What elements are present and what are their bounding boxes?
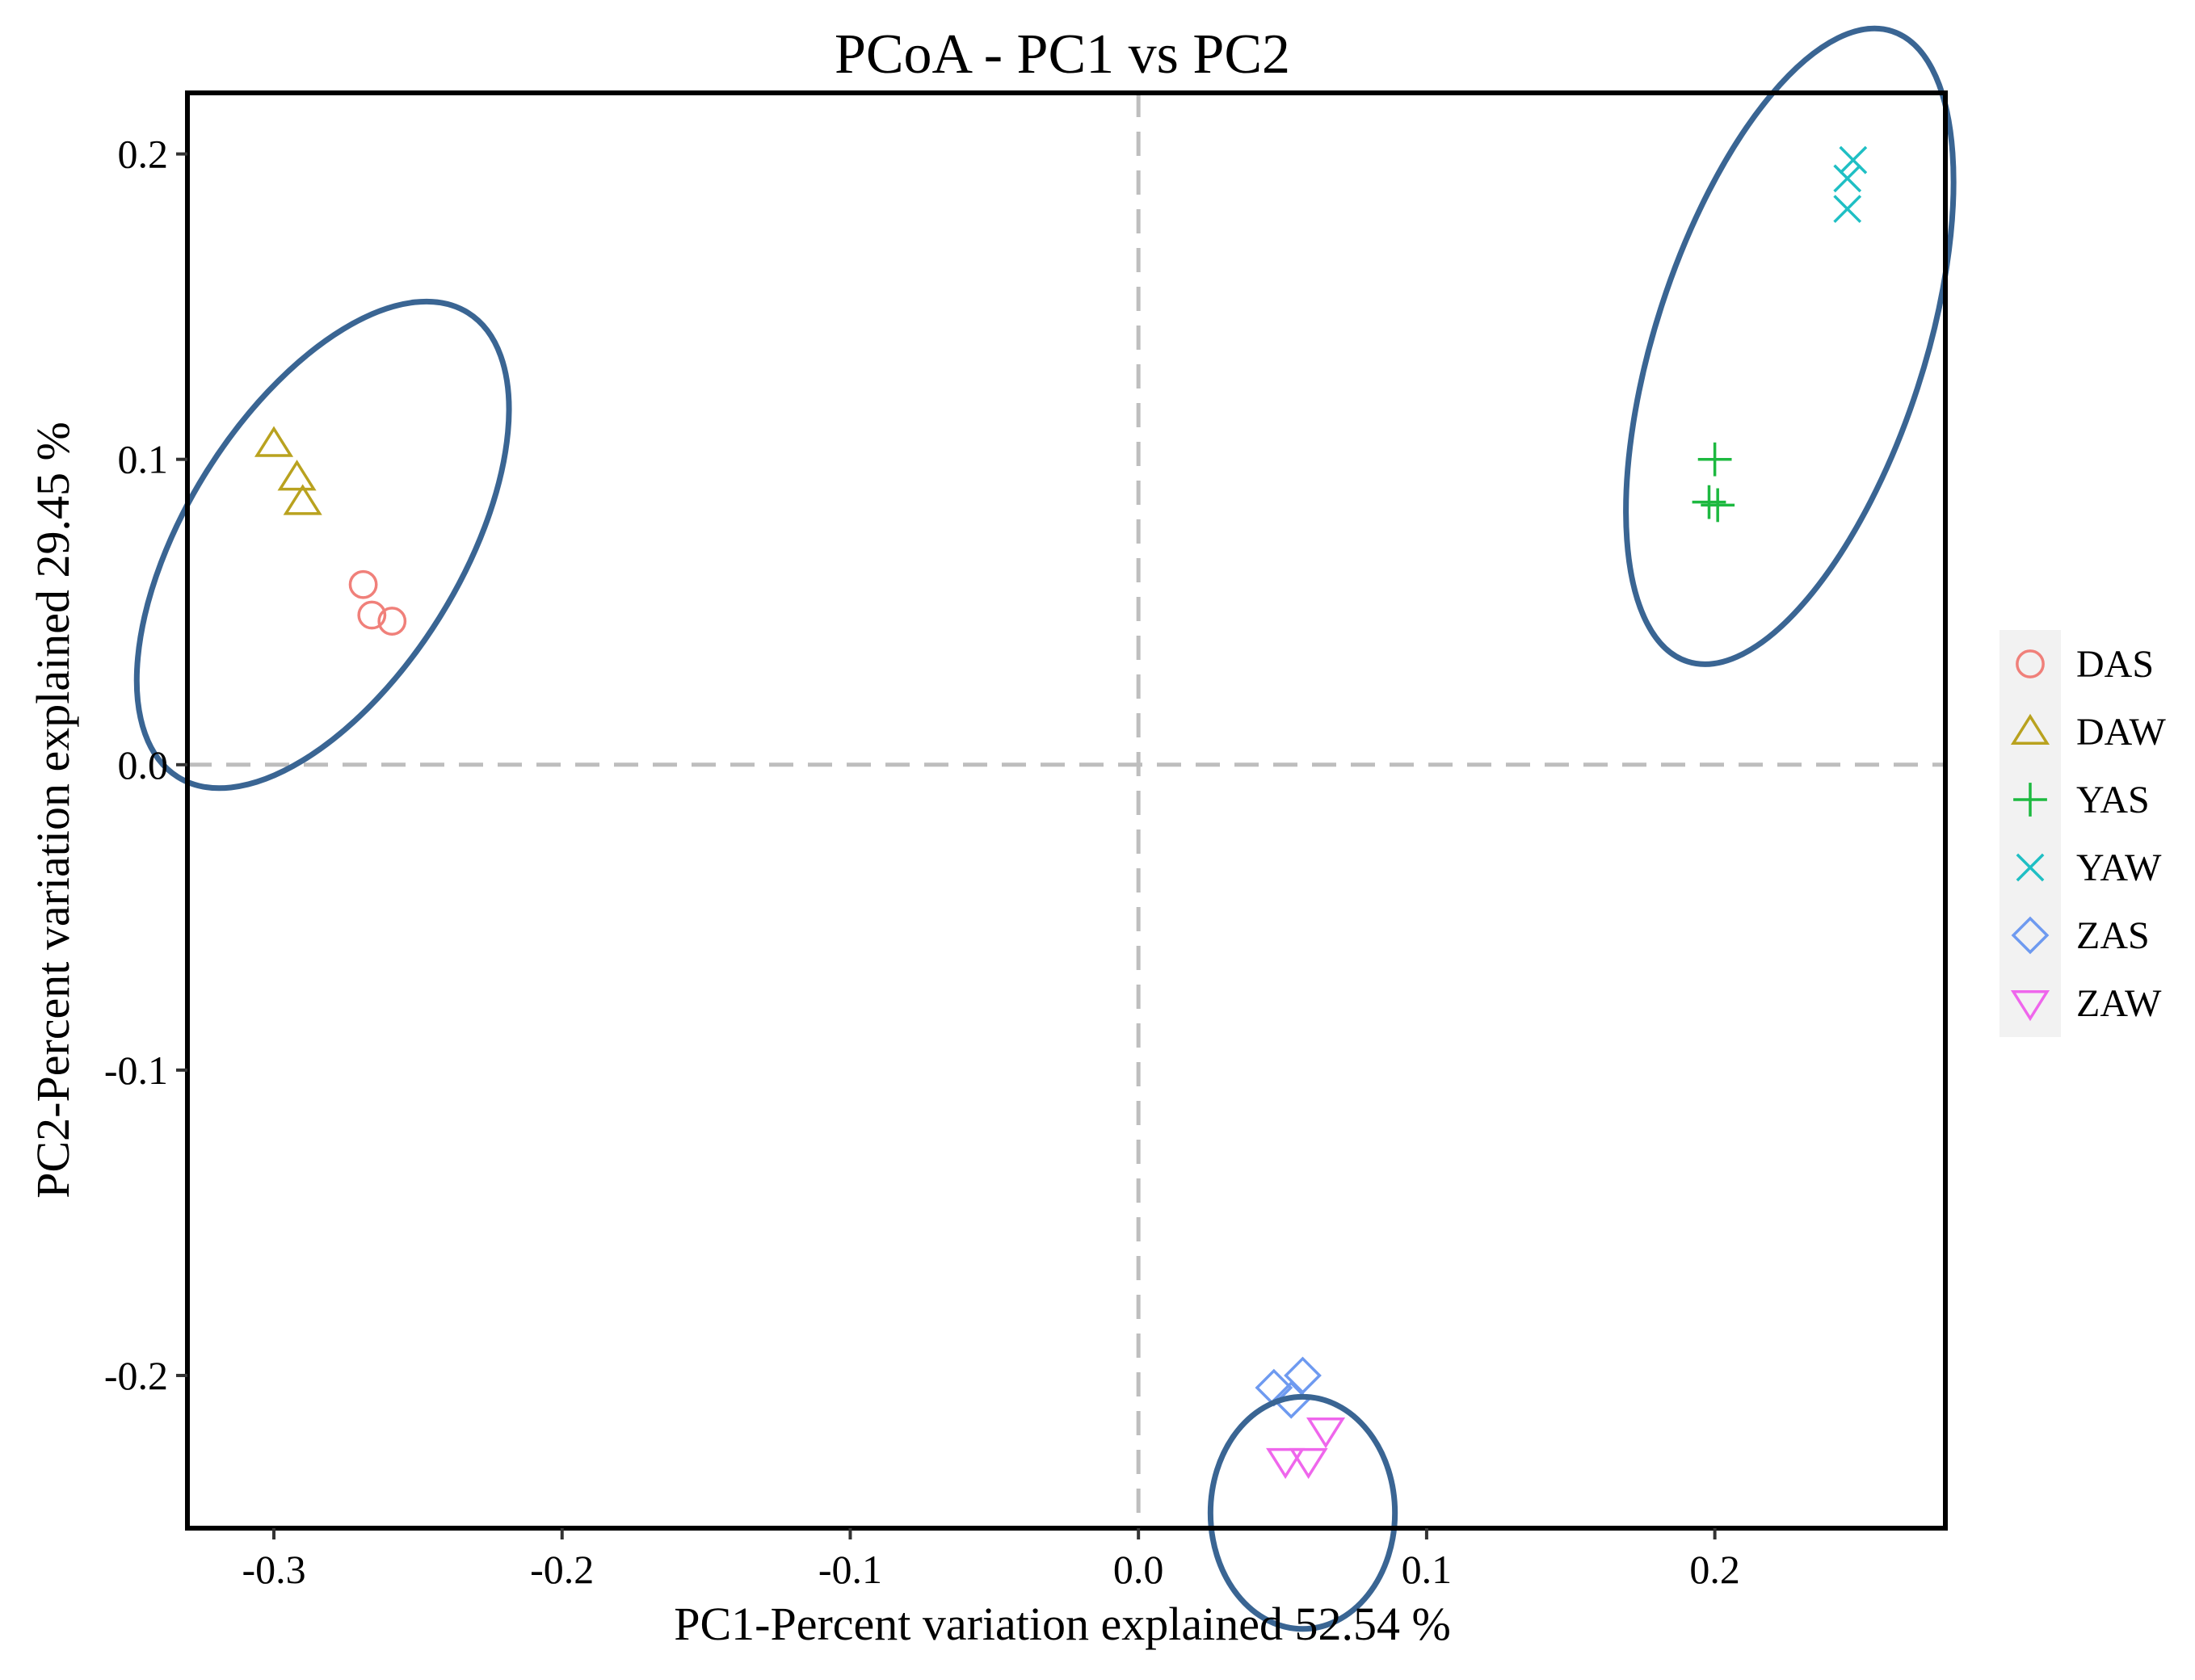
point-yas-3: [1701, 488, 1735, 523]
legend-item-zaw: ZAW: [2010, 982, 2162, 1025]
y-tick-label: -0.2: [104, 1353, 168, 1398]
x-tick-label: 0.2: [1689, 1547, 1740, 1592]
point-daw-3: [283, 484, 322, 515]
legend-label: ZAS: [2076, 914, 2150, 957]
plot-background: [187, 93, 1945, 1528]
plot-border: [185, 90, 1948, 1531]
legend-item-yaw: YAW: [2016, 846, 2162, 889]
legend-label: YAS: [2076, 779, 2150, 821]
zero-lines: [187, 93, 1945, 1528]
point-daw-1: [254, 426, 294, 457]
chart-title: PCoA - PC1 vs PC2: [835, 23, 1290, 86]
y-axis-label: PC2-Percent variation explained 29.45 %: [27, 422, 79, 1199]
legend-key-zas: [2011, 916, 2050, 955]
x-tick-label: 0.1: [1402, 1547, 1453, 1592]
legend-key-yaw: [2016, 853, 2045, 882]
point-yaw-3: [1833, 195, 1862, 224]
legend-label: DAW: [2076, 711, 2166, 754]
data-points: [254, 145, 1868, 1480]
point-zas-2: [1284, 1356, 1322, 1395]
point-daw-2: [277, 460, 317, 491]
legend-key-das: [2016, 649, 2045, 678]
legend: DAS DAW YAS YAW ZAS ZAW: [1999, 630, 2166, 1037]
legend-item-yas: YAS: [2013, 779, 2150, 821]
point-yaw-2: [1833, 164, 1862, 193]
cluster-ellipse-1: [133, 298, 512, 792]
legend-key-background: [1999, 630, 2061, 1037]
y-tick-label: 0.2: [118, 132, 169, 177]
point-zaw-1: [1266, 1447, 1306, 1480]
x-tick-label: -0.2: [530, 1547, 594, 1592]
legend-key-yas: [2013, 783, 2047, 817]
legend-label: DAS: [2076, 643, 2154, 686]
point-das-1: [348, 569, 378, 599]
y-tick-label: 0.0: [118, 742, 169, 788]
y-axis: -0.2 -0.1 0.0 0.1 0.2: [104, 132, 187, 1398]
x-axis: -0.3 -0.2 -0.1 0.0 0.1 0.2: [242, 1528, 1740, 1592]
legend-item-daw: DAW: [2010, 711, 2166, 754]
point-zaw-2: [1289, 1447, 1328, 1480]
y-tick-label: -0.1: [104, 1048, 168, 1093]
legend-key-zaw: [2010, 990, 2050, 1022]
point-zaw-3: [1306, 1418, 1346, 1449]
cluster-ellipses: [133, 25, 1957, 1632]
point-das-3: [377, 607, 407, 636]
x-tick-label: -0.1: [818, 1547, 882, 1592]
legend-item-das: DAS: [2016, 643, 2154, 686]
legend-key-daw: [2010, 713, 2050, 745]
y-tick-label: 0.1: [118, 437, 169, 482]
x-tick-label: -0.3: [242, 1547, 305, 1592]
x-axis-label: PC1-Percent variation explained 52.54 %: [674, 1598, 1451, 1650]
plot-area: [133, 25, 1957, 1632]
legend-label: ZAW: [2076, 982, 2162, 1025]
x-tick-label: 0.0: [1113, 1547, 1164, 1592]
point-yas-2: [1692, 485, 1726, 519]
cluster-ellipse-2: [1623, 25, 1957, 667]
cluster-ellipse-3: [1207, 1393, 1398, 1632]
point-yas-1: [1697, 442, 1732, 477]
point-yaw-1: [1839, 145, 1868, 174]
legend-item-zas: ZAS: [2011, 914, 2150, 957]
point-das-2: [357, 600, 387, 630]
legend-label: YAW: [2076, 846, 2162, 889]
